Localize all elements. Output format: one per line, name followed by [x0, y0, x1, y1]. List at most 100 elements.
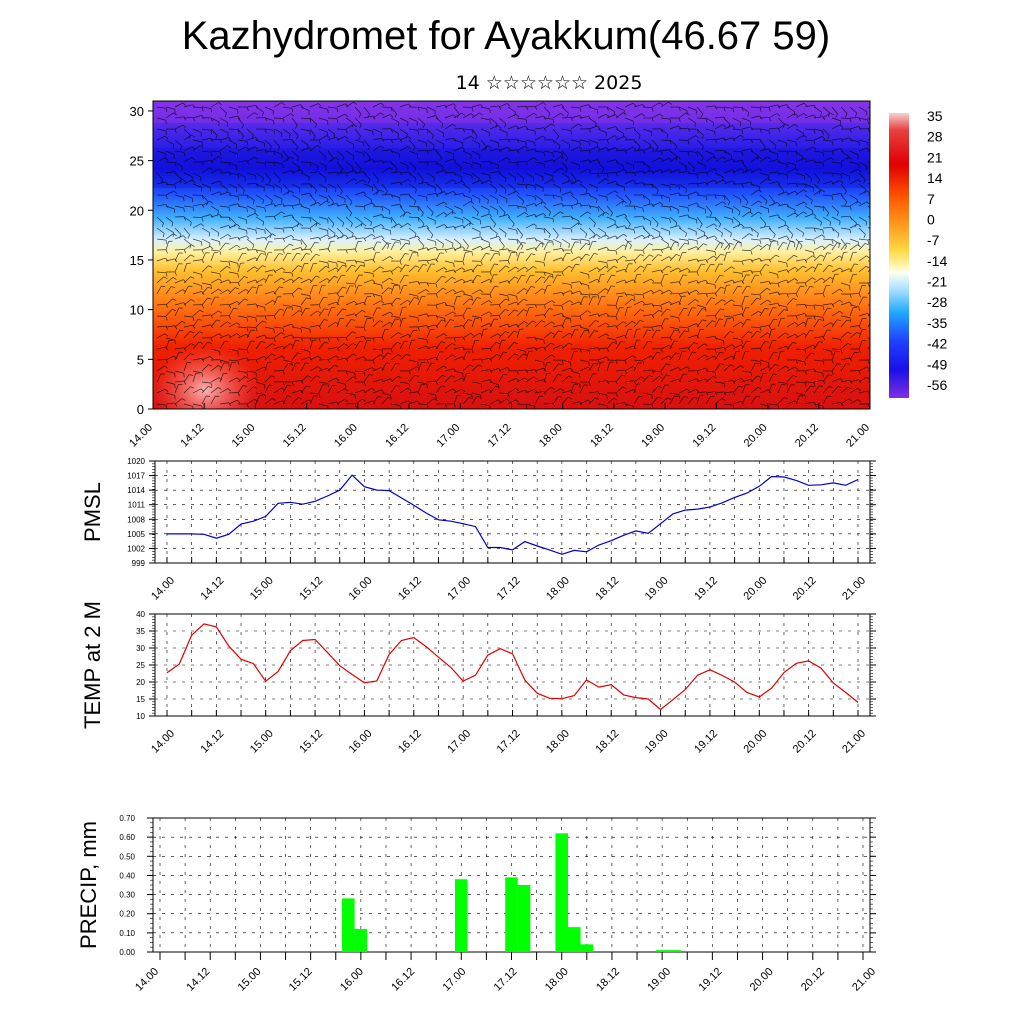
wind-barb [480, 205, 490, 211]
wind-barb [273, 332, 282, 339]
wind-barb-flag [269, 146, 272, 151]
wind-barb-flag [531, 253, 536, 256]
wind-barb [867, 337, 870, 339]
wind-barb [390, 171, 400, 174]
wind-barb-flag [731, 299, 735, 303]
wind-barb [597, 322, 607, 328]
wind-barb [282, 128, 291, 135]
wind-barb-flag [352, 144, 355, 149]
wind-barb-flag [575, 263, 580, 266]
wind-barb [561, 282, 571, 285]
wind-barb [165, 286, 172, 295]
wind-barb-flag [548, 211, 551, 216]
wind-barb [201, 314, 211, 317]
wind-barb-flag [228, 137, 232, 141]
wind-barb [813, 227, 823, 231]
wind-barb [372, 137, 382, 141]
wind-barb [660, 216, 670, 220]
wind-barb [696, 263, 702, 273]
wind-barb-flag [324, 341, 329, 344]
wind-barb [804, 286, 811, 295]
wind-barb [867, 139, 870, 141]
wind-barb [723, 315, 733, 318]
wind-barb [543, 271, 553, 275]
wind-barb [750, 189, 759, 196]
pmsl-frame [154, 460, 871, 564]
wind-barb-flag [372, 228, 375, 233]
wind-barb [723, 364, 731, 372]
wind-barb [813, 315, 823, 318]
wind-barb [219, 242, 226, 251]
wind-barb [750, 330, 758, 339]
wind-barb [390, 285, 395, 295]
wind-barb-flag [317, 366, 322, 370]
wind-barb-flag [309, 192, 313, 197]
wind-barb-flag [687, 140, 690, 145]
wind-barb [435, 117, 444, 124]
wind-barb [840, 150, 849, 157]
wind-barb [489, 125, 499, 130]
wind-barb [345, 376, 354, 383]
wind-barb [201, 167, 210, 174]
wind-barb [813, 263, 819, 273]
wind-barb [246, 112, 255, 119]
wind-barb [588, 234, 597, 240]
wind-barb [552, 211, 561, 218]
wind-barb-flag [262, 221, 265, 226]
wind-barb [678, 351, 683, 361]
wind-barb [381, 378, 391, 383]
wind-barb [759, 325, 769, 328]
wind-barb-flag [776, 201, 781, 206]
wind-barb [822, 252, 828, 262]
wind-barb [714, 346, 724, 350]
wind-barb-flag [189, 331, 194, 334]
wind-barb [228, 161, 238, 167]
wind-barb-flag [489, 108, 491, 114]
wind-barb [354, 150, 364, 154]
wind-barb [741, 258, 751, 262]
wind-barb [705, 255, 714, 262]
wind-barb [381, 193, 391, 196]
wind-barb [570, 301, 580, 306]
wind-barb-flag [849, 357, 853, 362]
wind-barb [651, 325, 661, 328]
wind-barb-flag [397, 375, 402, 379]
wind-barb [390, 161, 398, 169]
wind-barb-flag [228, 162, 231, 167]
wind-barb-flag [278, 179, 281, 184]
wind-barb [426, 227, 434, 236]
wind-barb-flag [462, 181, 466, 185]
wind-barb [732, 351, 737, 361]
wind-barb [273, 296, 278, 306]
wind-barb [372, 189, 381, 196]
wind-barb-flag [516, 301, 520, 306]
wind-barb [669, 340, 675, 350]
wind-barb-flag [224, 340, 229, 343]
wind-barb [255, 355, 265, 361]
wind-barb-flag [209, 200, 213, 204]
wind-barb-flag [218, 168, 223, 173]
wind-barb-flag [558, 330, 563, 333]
wind-barb [192, 282, 202, 286]
wind-barb-flag [794, 212, 799, 216]
wind-barb [372, 172, 380, 181]
wind-barb-flag [696, 271, 699, 276]
wind-barb-flag [323, 296, 328, 299]
wind-barb [867, 150, 870, 153]
wind-barb-flag [651, 314, 655, 319]
wind-barb-flag [188, 285, 193, 287]
wind-barb-flag [759, 128, 762, 133]
wind-barb-flag [655, 146, 659, 151]
wind-barb-flag [588, 128, 591, 133]
wind-barb [372, 252, 377, 262]
wind-barb-flag [514, 177, 517, 182]
wind-barb-flag [866, 255, 870, 259]
wind-barb-flag [838, 243, 840, 248]
wind-barb-flag [865, 111, 868, 116]
wind-barb [588, 241, 593, 251]
wind-barb [516, 183, 526, 186]
wind-barb-flag [696, 280, 700, 284]
wind-barb [507, 330, 515, 339]
wind-barb [417, 238, 425, 246]
wind-barb [399, 340, 405, 350]
